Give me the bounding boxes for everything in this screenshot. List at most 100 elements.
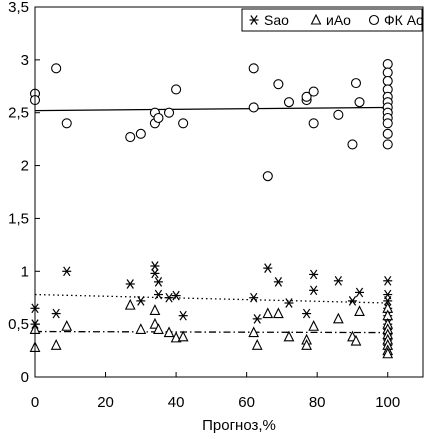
asterisk-point bbox=[164, 292, 174, 303]
triangle-point bbox=[149, 304, 161, 315]
triangle-point bbox=[262, 307, 274, 319]
circle-point bbox=[382, 59, 393, 70]
asterisk-point bbox=[309, 269, 319, 280]
x-tick-label: 40 bbox=[168, 394, 185, 411]
circle-point bbox=[262, 171, 273, 182]
circle-point bbox=[178, 118, 189, 129]
triangle-point bbox=[301, 339, 312, 350]
circle-point bbox=[171, 84, 182, 95]
circle-point bbox=[61, 118, 72, 129]
asterisk-point bbox=[383, 296, 393, 306]
circle-point bbox=[135, 128, 146, 139]
triangle-point bbox=[170, 331, 182, 343]
circle-point bbox=[248, 102, 259, 113]
circle-point bbox=[382, 118, 393, 129]
triangle-point bbox=[332, 312, 344, 324]
triangle-point bbox=[354, 305, 365, 317]
asterisk-point bbox=[178, 310, 188, 321]
plot-area bbox=[29, 59, 394, 359]
y-tick-label: 3 bbox=[21, 52, 29, 69]
y-tick-label: 1 bbox=[21, 263, 29, 280]
legend-label: ФК Ао bbox=[384, 12, 424, 28]
circle-point bbox=[308, 118, 319, 129]
legend-marker-triangle bbox=[310, 13, 322, 25]
legend: Sao иАо ФК Ао bbox=[241, 8, 424, 32]
triangle-point bbox=[61, 320, 73, 331]
circle-point bbox=[283, 97, 295, 108]
circle-point bbox=[163, 107, 175, 118]
legend-marker-asterisk bbox=[249, 15, 259, 25]
triangle-point bbox=[124, 298, 136, 310]
asterisk-point bbox=[252, 314, 262, 324]
circle-point bbox=[347, 139, 358, 150]
circle-point bbox=[354, 97, 365, 108]
x-tick-label: 0 bbox=[31, 394, 39, 411]
y-tick-label: 0,5 bbox=[8, 316, 29, 333]
asterisk-point bbox=[125, 279, 135, 289]
y-tick-label: 0 bbox=[21, 369, 29, 386]
asterisk-point bbox=[284, 298, 294, 308]
triangle-point bbox=[308, 320, 320, 331]
circle-point bbox=[153, 112, 164, 124]
asterisk-point bbox=[383, 289, 393, 300]
triangle-point bbox=[272, 307, 284, 319]
asterisk-point bbox=[171, 290, 181, 301]
x-tick-label: 80 bbox=[309, 394, 326, 411]
triangle-point bbox=[251, 339, 263, 350]
y-tick-label: 2,5 bbox=[8, 105, 29, 122]
triangle-point bbox=[135, 323, 147, 334]
triangle-point bbox=[350, 334, 362, 346]
y-tick-label: 2 bbox=[21, 158, 29, 175]
circle-point bbox=[308, 86, 319, 97]
asterisk-point bbox=[249, 292, 259, 303]
asterisk-point bbox=[333, 275, 343, 286]
circle-point bbox=[125, 131, 136, 143]
circle-point bbox=[382, 75, 393, 87]
legend-label: иАо bbox=[326, 12, 351, 28]
x-tick-label: 100 bbox=[375, 394, 400, 411]
triangle-point bbox=[177, 330, 189, 342]
triangle-point bbox=[382, 347, 394, 359]
circle-point bbox=[333, 109, 344, 120]
x-tick-label: 20 bbox=[97, 394, 114, 411]
x-axis-label: Прогноз,% bbox=[202, 417, 276, 434]
legend-marker-circle bbox=[368, 14, 380, 26]
asterisk-point bbox=[302, 308, 312, 319]
asterisk-point bbox=[383, 275, 393, 286]
asterisk-point bbox=[153, 277, 163, 287]
legend-box bbox=[241, 8, 423, 32]
asterisk-point bbox=[309, 285, 319, 296]
plot-frame bbox=[34, 6, 424, 378]
circle-point bbox=[301, 91, 312, 102]
asterisk-point bbox=[51, 308, 61, 319]
triangle-point bbox=[283, 330, 295, 342]
asterisk-point bbox=[150, 268, 160, 279]
triangle-point bbox=[50, 339, 62, 350]
asterisk-point bbox=[62, 266, 72, 277]
asterisk-point bbox=[136, 296, 146, 306]
y-tick-label: 1,5 bbox=[8, 210, 29, 227]
asterisk-point bbox=[355, 287, 365, 298]
triangle-point bbox=[248, 326, 260, 338]
circle-point bbox=[248, 63, 259, 74]
legend-label: Sao bbox=[264, 12, 289, 28]
asterisk-point bbox=[263, 263, 273, 273]
x-tick-label: 60 bbox=[238, 394, 255, 411]
circle-point bbox=[382, 67, 393, 78]
asterisk-point bbox=[153, 289, 163, 300]
trend-line-3 bbox=[34, 106, 388, 112]
asterisk-point bbox=[273, 277, 283, 287]
axes: 0 0,5 1 1,5 2 2,5 3 3,5 0 20 40 60 80 100 bbox=[8, 0, 424, 411]
triangle-point bbox=[153, 323, 164, 334]
y-tick-label: 3,5 bbox=[8, 0, 29, 16]
trend-line-1 bbox=[34, 293, 388, 304]
asterisk-point bbox=[150, 261, 160, 271]
circle-point bbox=[382, 139, 393, 150]
circle-point bbox=[382, 128, 393, 139]
circle-point bbox=[273, 79, 284, 90]
circle-point bbox=[350, 78, 362, 89]
trend-line-2 bbox=[34, 330, 388, 334]
circle-point bbox=[51, 63, 62, 74]
triangle-point bbox=[163, 326, 175, 338]
